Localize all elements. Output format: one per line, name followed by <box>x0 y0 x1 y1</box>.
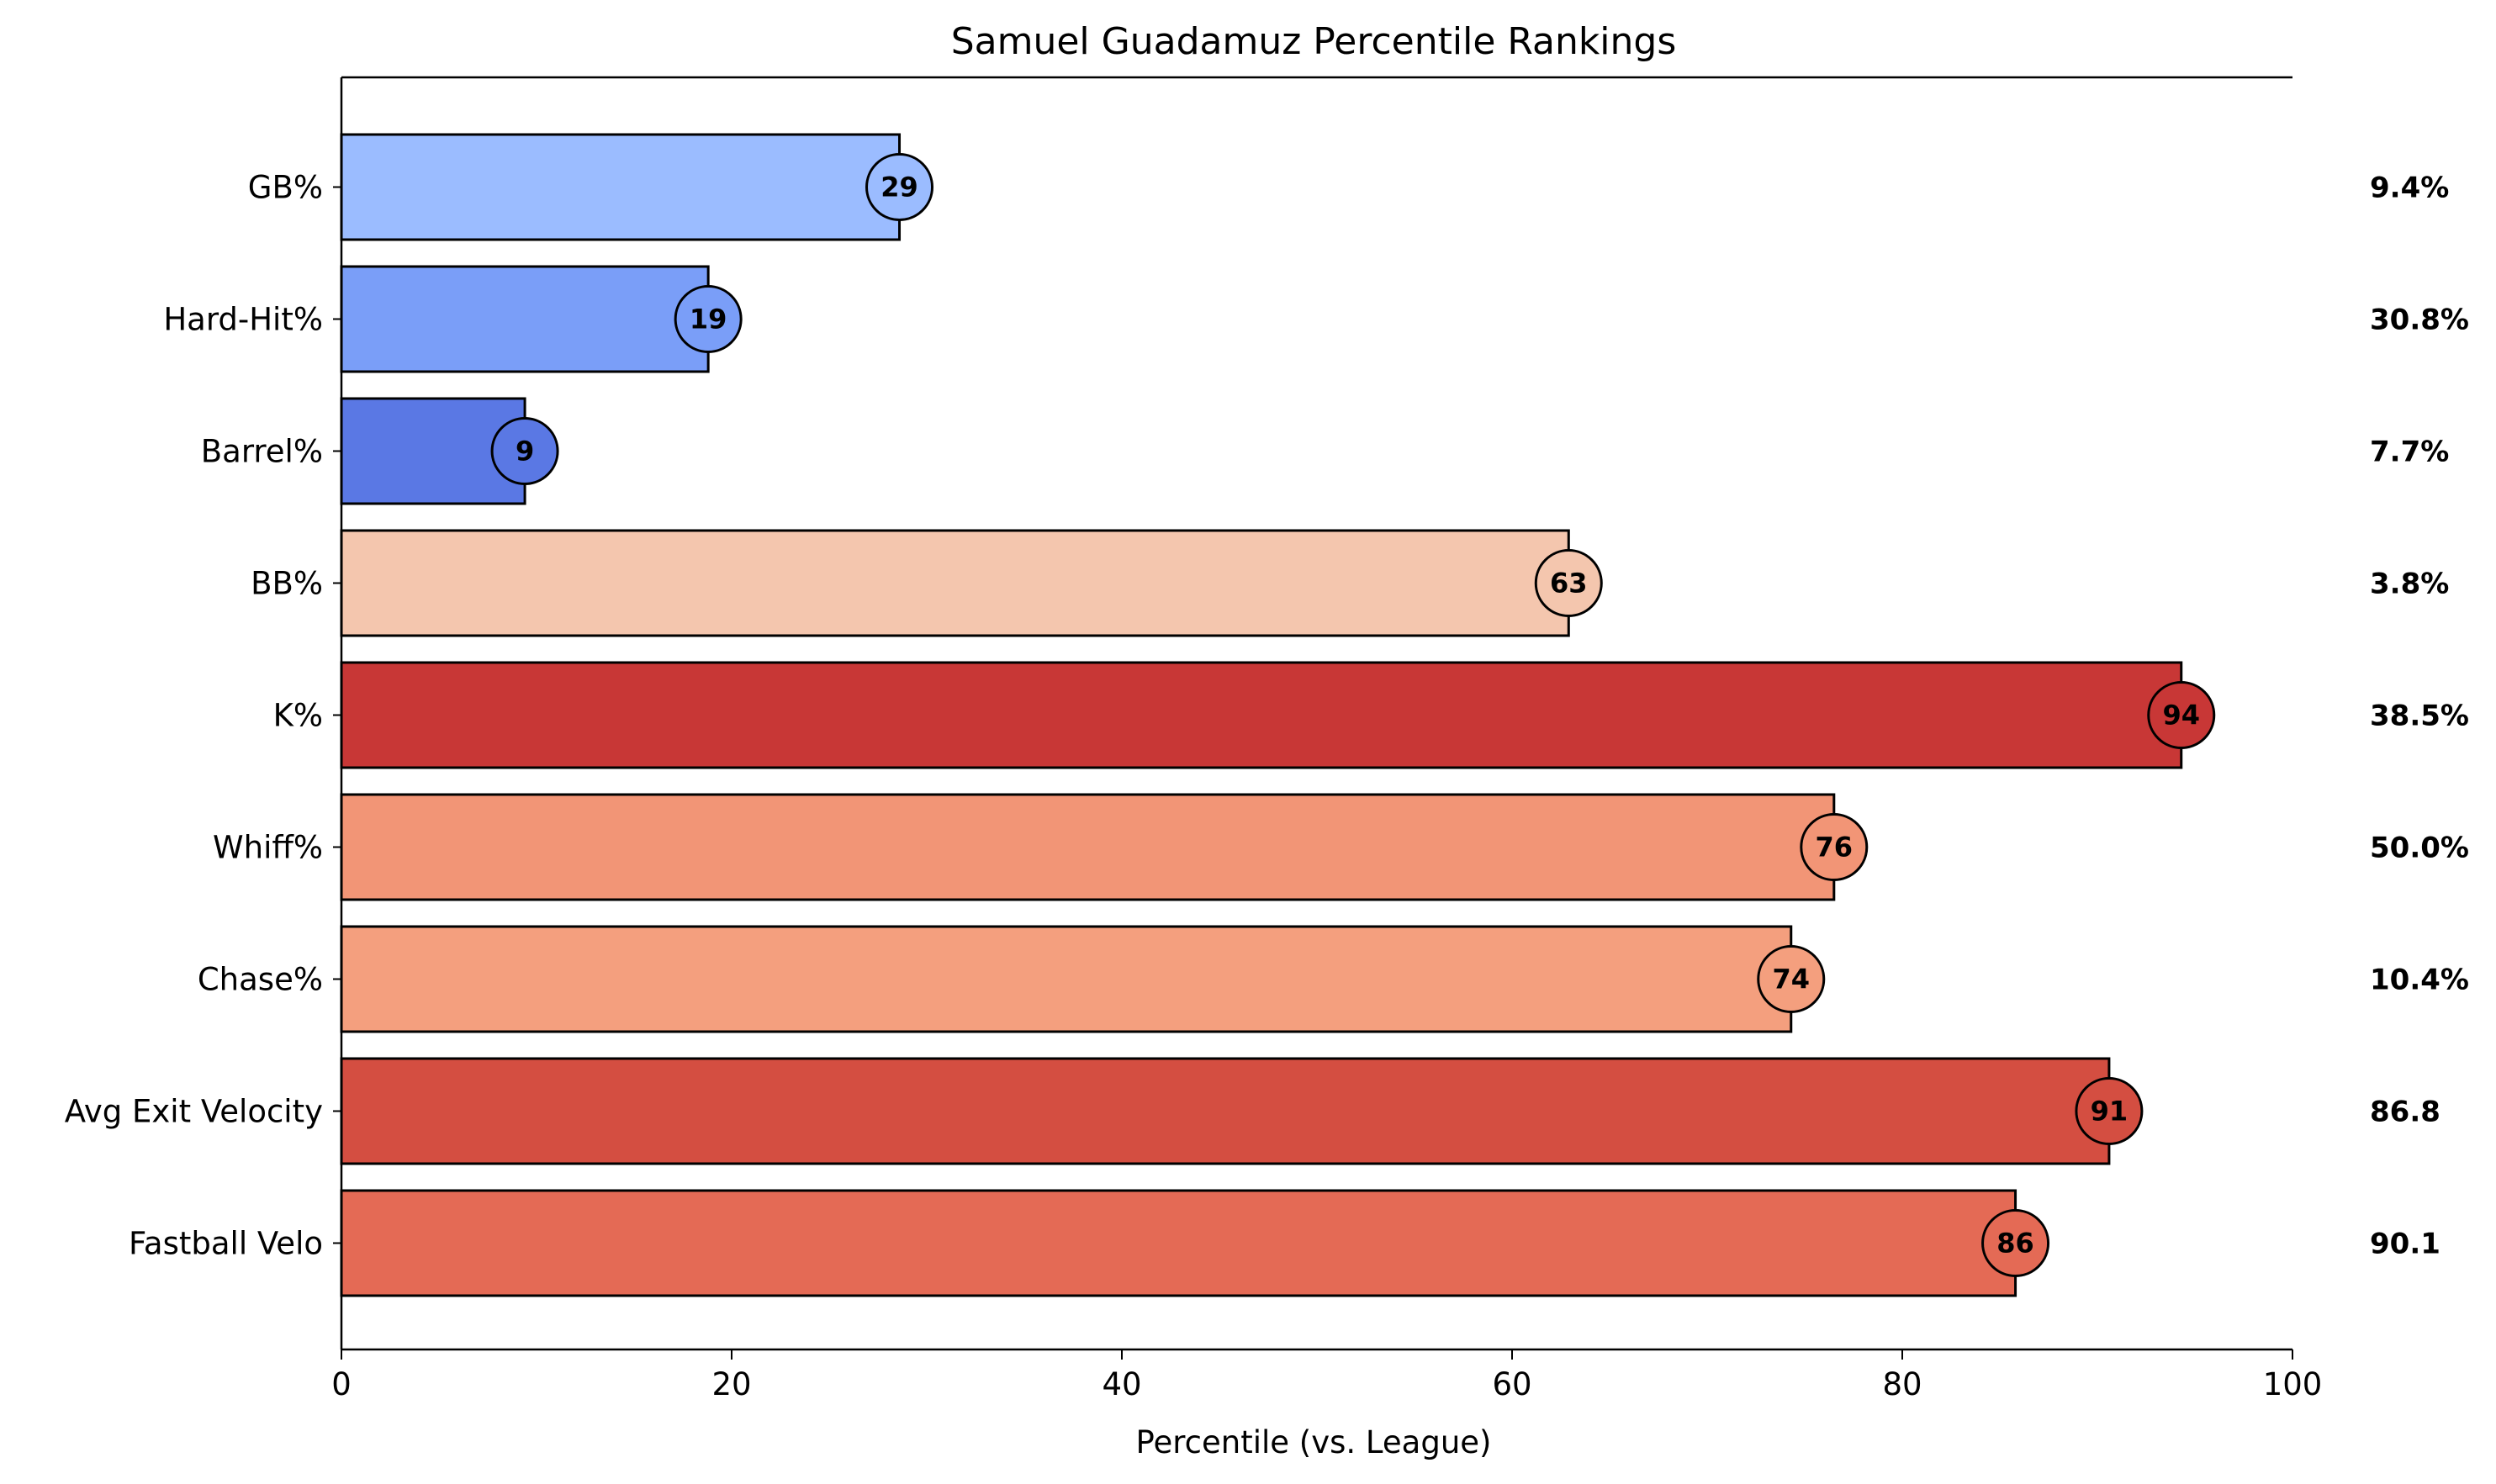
percentile-marker <box>1534 549 1603 617</box>
bar <box>340 1057 2111 1165</box>
bar <box>340 793 1836 901</box>
bar <box>340 133 902 241</box>
raw-value-label: 3.8% <box>2370 568 2449 601</box>
percentile-label: 94 <box>2162 700 2200 731</box>
y-tick-label: Avg Exit Velocity <box>65 1094 323 1130</box>
raw-value-label: 30.8% <box>2370 304 2469 337</box>
x-tick-label: 80 <box>1882 1366 1922 1402</box>
percentile-marker <box>2075 1077 2144 1145</box>
raw-value-label: 7.7% <box>2370 436 2449 469</box>
axes-layer: GB% Hard-Hit% Barrel% BB% K% Whiff% Chase% Avg … <box>65 76 2323 1402</box>
x-tick-label: 60 <box>1492 1366 1531 1402</box>
percentile-label: 19 <box>690 304 727 335</box>
bar <box>340 529 1570 637</box>
percentile-marker <box>865 153 934 221</box>
raw-value-label: 50.0% <box>2370 832 2469 865</box>
bar <box>340 265 710 373</box>
y-tick-label: Hard-Hit% <box>163 302 323 338</box>
percentile-label: 86 <box>1996 1228 2034 1260</box>
percentile-marker <box>2147 681 2216 749</box>
y-tick-label: Barrel% <box>201 434 323 470</box>
percentile-label: 63 <box>1550 568 1588 599</box>
chart-title: Samuel Guadamuz Percentile Rankings <box>951 20 1677 63</box>
bar <box>340 925 1793 1033</box>
percentile-marker <box>490 417 559 485</box>
y-tick-label: K% <box>273 698 323 734</box>
percentile-label: 91 <box>2091 1096 2128 1128</box>
bar <box>340 661 2183 769</box>
percentile-label: 29 <box>880 172 918 203</box>
percentile-marker <box>1800 813 1869 881</box>
percentile-marker <box>674 285 743 353</box>
percentile-label: 74 <box>1772 964 1810 995</box>
x-axis-label: Percentile (vs. League) <box>1136 1424 1492 1460</box>
y-tick-label: Chase% <box>198 962 323 998</box>
y-tick-label: Whiff% <box>213 830 323 866</box>
raw-value-label: 9.4% <box>2370 172 2449 205</box>
bar <box>340 1189 2017 1297</box>
raw-value-label: 90.1 <box>2370 1228 2440 1261</box>
bars-layer: 29 9.4% 19 30.8% 9 7.7% 63 3.8% 94 38.5% 76 50.0% 74… <box>340 133 2469 1297</box>
x-tick-label: 100 <box>2263 1366 2323 1402</box>
percentile-marker <box>1981 1209 2050 1277</box>
percentile-label: 76 <box>1816 832 1853 863</box>
y-tick-label: Fastball Velo <box>129 1226 323 1262</box>
y-tick-label: BB% <box>251 566 323 602</box>
x-tick-label: 0 <box>331 1366 352 1402</box>
x-tick-label: 40 <box>1102 1366 1141 1402</box>
raw-value-label: 38.5% <box>2370 700 2469 733</box>
percentile-label: 9 <box>516 436 534 467</box>
raw-value-label: 10.4% <box>2370 964 2469 997</box>
raw-value-label: 86.8 <box>2370 1096 2440 1129</box>
percentile-marker <box>1757 945 1826 1013</box>
y-tick-label: GB% <box>248 170 323 206</box>
x-tick-label: 20 <box>711 1366 751 1402</box>
